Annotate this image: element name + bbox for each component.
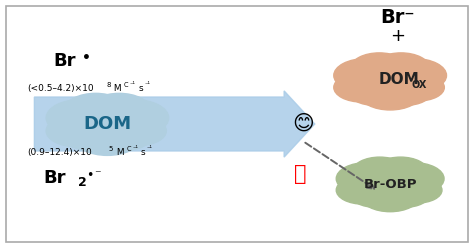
Circle shape <box>60 99 155 149</box>
Text: 2: 2 <box>78 176 86 189</box>
Text: DOM: DOM <box>378 72 419 87</box>
Circle shape <box>46 115 108 147</box>
Circle shape <box>98 99 169 136</box>
Circle shape <box>361 182 419 212</box>
Text: •: • <box>82 51 91 65</box>
Circle shape <box>336 162 399 195</box>
Text: ⁻¹: ⁻¹ <box>144 82 150 88</box>
Circle shape <box>334 73 390 102</box>
Circle shape <box>65 93 126 125</box>
Circle shape <box>392 74 444 101</box>
Circle shape <box>374 157 428 185</box>
Text: DOM: DOM <box>83 115 131 133</box>
Circle shape <box>64 123 116 150</box>
Text: 8: 8 <box>106 82 110 88</box>
Circle shape <box>350 80 398 105</box>
Circle shape <box>352 184 397 207</box>
Circle shape <box>46 99 117 136</box>
Circle shape <box>382 162 444 195</box>
Circle shape <box>74 121 140 155</box>
FancyArrow shape <box>35 91 315 157</box>
Text: C: C <box>124 82 128 88</box>
Text: Br⁻: Br⁻ <box>380 8 414 27</box>
Circle shape <box>373 53 429 82</box>
Text: Br: Br <box>44 169 66 187</box>
Text: 🚫: 🚫 <box>294 164 307 184</box>
Text: s: s <box>140 148 145 157</box>
Circle shape <box>353 157 407 185</box>
Text: ⁻: ⁻ <box>94 168 100 182</box>
Text: M: M <box>114 148 124 157</box>
Text: C: C <box>127 146 131 152</box>
Text: Br: Br <box>53 53 76 70</box>
Text: 😊: 😊 <box>292 114 314 134</box>
Circle shape <box>392 177 442 203</box>
Circle shape <box>382 59 447 92</box>
Circle shape <box>347 59 434 104</box>
Circle shape <box>383 184 428 207</box>
Circle shape <box>351 53 408 82</box>
Text: ⁻¹: ⁻¹ <box>132 146 138 152</box>
Circle shape <box>110 116 166 146</box>
Text: M: M <box>111 84 121 93</box>
FancyBboxPatch shape <box>6 6 468 242</box>
Text: Br-OBP: Br-OBP <box>364 178 417 190</box>
Circle shape <box>100 123 151 150</box>
Circle shape <box>89 93 150 125</box>
Text: OX: OX <box>411 80 427 90</box>
Circle shape <box>383 80 430 105</box>
Text: s: s <box>138 84 143 93</box>
Text: (<0.5–4.2)×10: (<0.5–4.2)×10 <box>27 84 94 93</box>
Text: (0.9–12.4)×10: (0.9–12.4)×10 <box>27 148 92 157</box>
Circle shape <box>349 162 432 206</box>
Text: 5: 5 <box>109 146 113 152</box>
Circle shape <box>336 176 390 204</box>
Circle shape <box>334 59 399 92</box>
Text: ⁻¹: ⁻¹ <box>146 146 153 152</box>
Circle shape <box>360 78 420 110</box>
Text: •: • <box>86 168 93 182</box>
Text: ⁻¹: ⁻¹ <box>129 82 136 88</box>
Text: +: + <box>390 27 405 45</box>
